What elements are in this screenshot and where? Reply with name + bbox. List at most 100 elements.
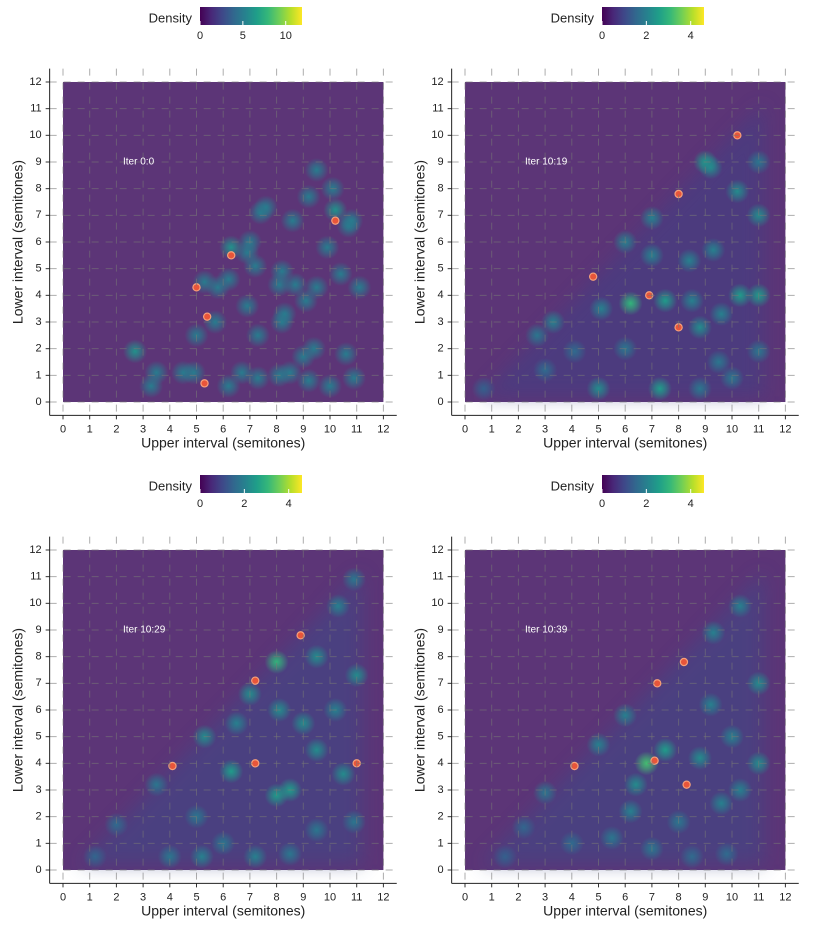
density-blob — [334, 342, 359, 367]
x-tick-label: 5 — [193, 891, 199, 903]
peak-point — [251, 759, 260, 768]
y-axis-title: Lower interval (semitones) — [412, 628, 428, 792]
density-blob — [687, 746, 712, 771]
x-tick-label: 3 — [140, 891, 146, 903]
density-blob — [243, 844, 268, 869]
x-tick-label: 11 — [753, 891, 764, 903]
x-tick-label: 6 — [220, 423, 226, 435]
x-tick-label: 5 — [595, 423, 601, 435]
colorbar-tick-label: 0 — [197, 30, 203, 42]
x-axis-title: Upper interval (semitones) — [543, 435, 707, 451]
density-blob — [618, 291, 643, 316]
density-blob — [326, 593, 351, 618]
y-tick-label: 0 — [438, 396, 444, 408]
density-blob — [104, 812, 129, 837]
density-blob — [647, 376, 672, 401]
y-tick-label: 11 — [30, 103, 41, 115]
density-blob — [157, 844, 182, 869]
x-tick-label: 8 — [676, 423, 682, 435]
density-blob — [342, 567, 367, 592]
x-axis-title: Upper interval (semitones) — [141, 435, 305, 451]
y-tick-label: 2 — [36, 343, 42, 355]
y-tick-label: 11 — [30, 571, 41, 583]
colorbar-tick-label: 10 — [280, 30, 292, 42]
x-tick-label: 12 — [377, 423, 389, 435]
density-blob — [701, 238, 726, 263]
y-tick-label: 6 — [438, 704, 444, 716]
x-tick-label: 8 — [676, 891, 682, 903]
x-tick-label: 6 — [622, 423, 628, 435]
peak-point — [296, 631, 305, 640]
density-blob — [586, 376, 611, 401]
y-tick-label: 7 — [36, 209, 42, 221]
colorbar-tick-label: 5 — [240, 30, 246, 42]
colorbar — [602, 475, 704, 493]
y-tick-label: 1 — [438, 837, 444, 849]
density-blob — [144, 772, 169, 797]
y-axis-title: Lower interval (semitones) — [10, 160, 26, 324]
x-tick-label: 11 — [753, 423, 764, 435]
peak-point — [202, 312, 212, 321]
x-tick-label: 5 — [193, 423, 199, 435]
density-blob — [714, 842, 739, 867]
colorbar-title: Density — [149, 478, 193, 493]
colorbar-tick-label: 4 — [688, 30, 694, 42]
colorbar — [200, 475, 302, 493]
x-tick-label: 7 — [247, 423, 253, 435]
density-blob — [245, 366, 270, 391]
density-blob — [698, 692, 723, 717]
x-tick-label: 1 — [489, 423, 495, 435]
colorbar-tick-label: 0 — [197, 498, 203, 510]
density-blob — [687, 376, 712, 401]
density-blob — [525, 323, 550, 348]
density-blob — [679, 288, 704, 313]
density-blob — [559, 831, 584, 856]
x-tick-label: 7 — [247, 891, 253, 903]
density-blob — [562, 339, 587, 364]
x-tick-label: 2 — [515, 891, 521, 903]
x-tick-label: 4 — [569, 891, 575, 903]
density-blob — [144, 360, 169, 385]
density-blob — [493, 844, 518, 869]
density-blob — [639, 205, 664, 230]
peak-point — [650, 756, 659, 765]
peak-point — [168, 761, 177, 771]
x-tick-label: 12 — [377, 891, 389, 903]
density-blob — [342, 366, 367, 391]
y-tick-label: 5 — [36, 263, 42, 275]
y-tick-label: 5 — [36, 731, 42, 743]
y-tick-label: 11 — [432, 571, 443, 583]
y-tick-label: 12 — [29, 76, 41, 88]
y-tick-label: 1 — [36, 837, 42, 849]
density-blob — [304, 818, 329, 843]
y-tick-label: 1 — [36, 369, 42, 381]
density-blob — [216, 267, 241, 292]
y-tick-label: 8 — [36, 651, 42, 663]
y-tick-label: 9 — [438, 156, 444, 168]
density-blob — [277, 842, 302, 867]
colorbar — [200, 7, 302, 25]
colorbar-title: Density — [551, 10, 595, 25]
y-tick-label: 10 — [29, 597, 41, 609]
density-blob — [653, 288, 678, 313]
density-blob — [235, 294, 260, 319]
y-tick-label: 8 — [438, 651, 444, 663]
density-blob — [301, 336, 326, 361]
density-blob — [304, 157, 329, 182]
colorbar-title: Density — [149, 10, 193, 25]
density-blob — [589, 296, 614, 321]
y-tick-label: 9 — [36, 156, 42, 168]
density-blob — [296, 184, 321, 209]
y-tick-label: 5 — [438, 731, 444, 743]
y-tick-label: 4 — [438, 757, 444, 769]
y-tick-label: 0 — [36, 396, 42, 408]
x-axis-title: Upper interval (semitones) — [141, 903, 305, 919]
y-tick-label: 12 — [431, 544, 443, 556]
density-blob — [586, 732, 611, 757]
peak-point — [679, 657, 689, 667]
density-blob — [511, 815, 536, 840]
x-tick-label: 2 — [113, 891, 119, 903]
x-tick-label: 12 — [779, 423, 791, 435]
